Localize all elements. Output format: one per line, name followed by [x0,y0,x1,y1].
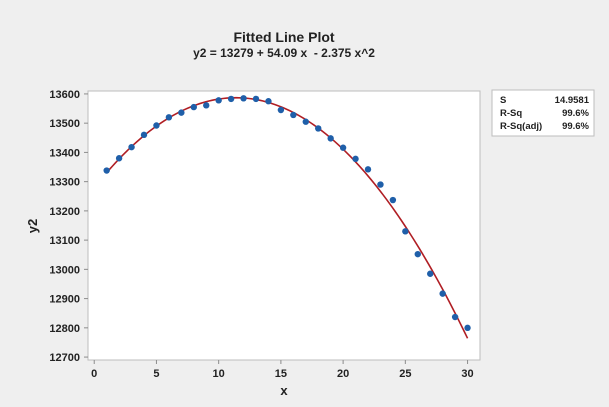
data-point [140,131,148,139]
data-point [327,135,334,142]
data-point [178,109,185,116]
data-point [439,290,446,297]
y-axis-label: y2 [25,219,40,233]
stats-table-box [491,89,595,137]
data-point [414,250,421,258]
y-tick-label: 13600 [49,89,80,101]
y-tick-label: 13000 [49,264,80,276]
y-tick-label: 13400 [49,147,80,159]
data-point [128,143,135,151]
stats-value-rsq-adj: 99.6% [562,121,589,132]
data-point [153,122,160,129]
data-point [302,118,309,125]
data-point [115,155,123,162]
x-tick-label: 10 [213,368,225,380]
data-point [451,313,459,321]
x-tick-label: 0 [91,368,97,380]
y-tick-label: 13200 [49,206,80,218]
stats-value-rsq: 99.6% [562,108,589,119]
data-point [190,103,197,111]
data-point [315,125,322,132]
data-point [339,144,347,151]
data-point [277,106,285,114]
data-point [215,97,222,104]
data-point [103,167,110,174]
data-point [389,196,397,204]
data-point [352,155,359,163]
axes: 0 5 10 15 20 25 30 12700 12800 12900 13000 13100 132… [49,89,473,380]
stats-table: S 14.9581 R-Sq 99.6% R-Sq(adj) 99.6% [491,89,595,137]
plot-area [87,90,481,361]
chart-title: Fitted Line Plot [233,29,334,45]
y-tick-label: 12900 [49,294,80,306]
data-point [427,270,434,277]
x-tick-label: 30 [461,368,473,380]
y-tick-label: 13500 [49,118,80,130]
stats-value-s: 14.9581 [555,95,590,106]
data-point [240,95,247,102]
chart-subtitle: y2 = 13279 + 54.09 x - 2.375 x^2 [193,46,375,60]
stats-label-rsq: R-Sq [500,108,522,119]
x-tick-label: 20 [337,368,349,380]
y-tick-label: 13300 [49,177,80,189]
y-tick-label: 12800 [49,323,80,335]
data-point [290,111,297,119]
data-point [227,95,235,103]
data-point [265,98,272,105]
data-point [364,166,372,173]
y-tick-label: 13100 [49,235,80,247]
stats-label-rsq-adj: R-Sq(adj) [500,121,542,132]
x-tick-label: 25 [399,368,411,380]
data-points-layer [103,95,471,332]
x-tick-label: 5 [153,368,159,380]
data-point [402,228,409,235]
stats-label-s: S [500,95,506,106]
x-axis-label: x [280,383,288,398]
x-tick-label: 15 [275,368,287,380]
data-point [252,95,260,103]
data-point [203,102,210,109]
data-point [377,181,384,188]
y-tick-label: 12700 [49,352,80,364]
data-point [165,114,173,121]
data-point [464,324,471,332]
